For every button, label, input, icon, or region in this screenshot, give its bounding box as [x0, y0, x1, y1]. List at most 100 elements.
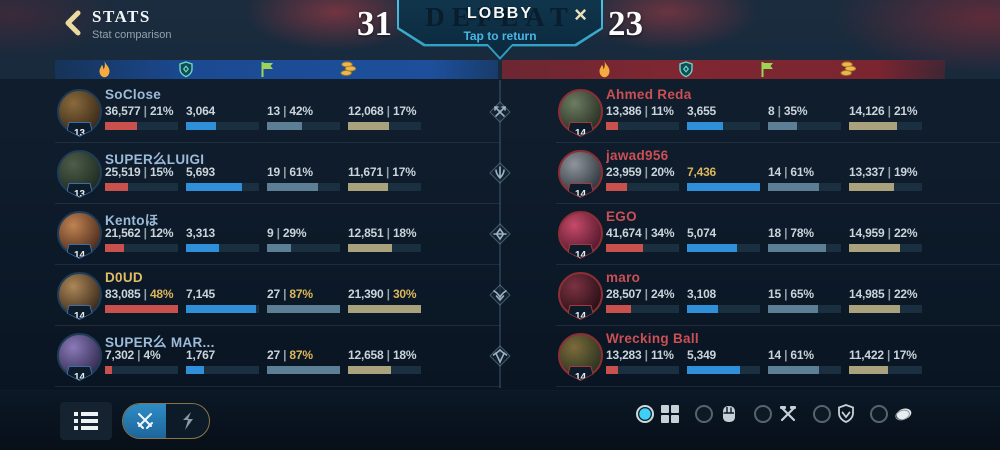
player-row[interactable]: 14 EGO 41,674 | 34% 5,074 18 | 78% 14,95…: [556, 204, 1000, 265]
shield-check-icon: [837, 404, 855, 424]
lobby-banner[interactable]: DEFEAT LOBBY Tap to return ×: [397, 0, 603, 60]
player-name: maro: [606, 270, 641, 285]
level-badge: 13: [66, 183, 93, 198]
back-button[interactable]: [62, 10, 84, 36]
stat-percent: 15%: [149, 165, 174, 179]
player-level: 14: [574, 189, 587, 200]
player-row[interactable]: 14 Wrecking Ball 13,283 | 11% 5,349 14 |…: [556, 326, 1000, 387]
stat-value: 19: [267, 165, 280, 179]
stat-value: 28,507: [606, 287, 642, 301]
stat-cell-damage: 7,302 | 4%: [105, 348, 186, 374]
stat-percent: 21%: [149, 104, 174, 118]
stat-bar: [687, 244, 760, 252]
player-row[interactable]: 14 jawad956 23,959 | 20% 7,436 14 | 61% …: [556, 143, 1000, 204]
radio-button[interactable]: [695, 405, 713, 423]
filter-fist[interactable]: [695, 404, 739, 424]
stat-cell-gold: 21,390 | 30%: [348, 287, 429, 313]
player-stats: 7,302 | 4% 1,767 27 | 87% 12,658 | 18%: [105, 348, 429, 374]
filter-grid[interactable]: [636, 404, 680, 424]
stat-value: 1,767: [186, 348, 216, 362]
participation-flag-icon: [759, 61, 776, 78]
stat-cell-objectives: 7,145: [186, 287, 267, 313]
stat-value: 15: [768, 287, 781, 301]
stat-cell-damage: 13,386 | 11%: [606, 104, 687, 130]
player-level: 14: [73, 372, 86, 383]
champion-portrait: [558, 211, 603, 256]
filter-coin[interactable]: [870, 404, 914, 424]
stat-percent: 20%: [650, 165, 675, 179]
player-level: 14: [574, 250, 587, 261]
stat-value: 5,693: [186, 165, 216, 179]
stat-value: 27: [267, 348, 280, 362]
radio-button[interactable]: [636, 405, 654, 423]
avatar: 14: [558, 150, 603, 198]
player-stats: 41,674 | 34% 5,074 18 | 78% 14,959 | 22%: [606, 226, 930, 252]
level-badge: 14: [66, 305, 93, 320]
player-name: jawad956: [606, 148, 669, 163]
stats-mode-toggle: [122, 403, 210, 439]
player-row[interactable]: 14 Kentoほ 21,562 | 12% 3,313 9 | 29% 12,…: [55, 204, 500, 265]
score-red-team: 23: [608, 4, 643, 43]
stat-percent: 34%: [650, 226, 675, 240]
stat-value: 21,562: [105, 226, 141, 240]
avatar: 14: [558, 272, 603, 320]
dragon-lane-icon: [488, 283, 512, 307]
stat-bar: [267, 183, 340, 191]
stat-bar: [186, 244, 259, 252]
stat-value: 14,959: [849, 226, 885, 240]
scoreboard-list-button[interactable]: [60, 402, 112, 440]
toggle-segment-crossed-swords[interactable]: [123, 404, 166, 438]
stat-value: 5,349: [687, 348, 717, 362]
damage-flame-icon: [97, 61, 114, 78]
stat-cell-gold: 13,337 | 19%: [849, 165, 930, 191]
radio-button[interactable]: [813, 405, 831, 423]
gold-coins-icon: [340, 61, 357, 78]
stat-percent: 87%: [289, 287, 313, 301]
stat-bar: [267, 366, 340, 374]
radio-button[interactable]: [870, 405, 888, 423]
stat-value: 13: [267, 104, 280, 118]
level-badge: 14: [567, 122, 594, 139]
team-blue-list: 13 SoClose 36,577 | 21% 3,064 13 | 42% 1…: [55, 82, 500, 387]
stat-value: 14: [768, 165, 781, 179]
stat-value: 83,085: [105, 287, 141, 301]
stat-cell-objectives: 5,074: [687, 226, 768, 252]
stat-cell-damage: 28,507 | 24%: [606, 287, 687, 313]
stat-columns-header-blue: [55, 60, 498, 79]
player-name: Ahmed Reda: [606, 87, 692, 102]
stat-value: 3,064: [186, 104, 216, 118]
player-stats: 28,507 | 24% 3,108 15 | 65% 14,985 | 22%: [606, 287, 930, 313]
filter-crossed-hammers[interactable]: [754, 404, 798, 424]
player-row[interactable]: 14 maro 28,507 | 24% 3,108 15 | 65% 14,9…: [556, 265, 1000, 326]
radio-button[interactable]: [754, 405, 772, 423]
stat-value: 12,851: [348, 226, 384, 240]
level-badge: 13: [66, 122, 93, 137]
player-row[interactable]: 13 SUPER么LUIGI 25,519 | 15% 5,693 19 | 6…: [55, 143, 500, 204]
player-row[interactable]: 14 SUPER么 MAR... 7,302 | 4% 1,767 27 | 8…: [55, 326, 500, 387]
stat-value: 7,436: [687, 165, 717, 179]
toggle-segment-rune[interactable]: [166, 404, 209, 438]
player-row[interactable]: 14 D0UD 83,085 | 48% 7,145 27 | 87% 21,3…: [55, 265, 500, 326]
player-row[interactable]: 13 SoClose 36,577 | 21% 3,064 13 | 42% 1…: [55, 82, 500, 143]
stat-cell-objectives: 3,108: [687, 287, 768, 313]
stat-bar: [105, 366, 178, 374]
stat-percent: 35%: [783, 104, 808, 118]
player-level: 14: [574, 128, 587, 139]
stat-cell-participation: 8 | 35%: [768, 104, 849, 130]
avatar: 13: [57, 89, 102, 137]
player-row[interactable]: 14 Ahmed Reda 13,386 | 11% 3,655 8 | 35%…: [556, 82, 1000, 143]
stat-value: 3,313: [186, 226, 216, 240]
stat-cell-participation: 19 | 61%: [267, 165, 348, 191]
stat-bar: [687, 305, 760, 313]
filter-shield-check[interactable]: [813, 404, 855, 424]
close-icon[interactable]: ×: [574, 2, 587, 27]
stat-percent: 78%: [790, 226, 814, 240]
stat-value: 13,386: [606, 104, 642, 118]
player-name: SUPER么LUIGI: [105, 152, 205, 167]
player-stats: 23,959 | 20% 7,436 14 | 61% 13,337 | 19%: [606, 165, 930, 191]
title-block: STATS Stat comparison: [92, 7, 171, 41]
team-red-list: 14 Ahmed Reda 13,386 | 11% 3,655 8 | 35%…: [556, 82, 1000, 387]
stat-percent: 61%: [289, 165, 313, 179]
stat-bar: [606, 183, 679, 191]
stat-percent: 4%: [143, 348, 161, 362]
